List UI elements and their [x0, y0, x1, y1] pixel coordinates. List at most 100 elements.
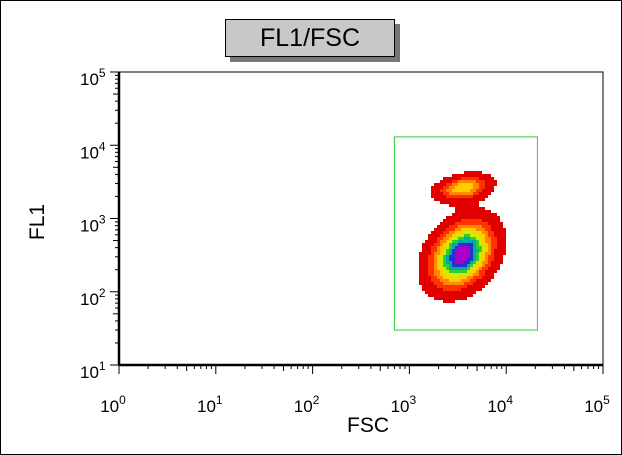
density-cell	[434, 228, 437, 231]
density-cell	[470, 258, 473, 261]
density-cell	[458, 255, 461, 258]
density-cell	[497, 267, 500, 270]
density-cell	[476, 285, 479, 288]
density-cell	[464, 228, 467, 231]
density-cell	[437, 279, 440, 282]
density-cell	[491, 267, 494, 270]
density-cell	[452, 204, 455, 207]
density-cell	[440, 246, 443, 249]
density-cell	[461, 198, 464, 201]
density-cell	[455, 189, 458, 192]
density-cell	[467, 171, 470, 174]
density-cell	[497, 261, 500, 264]
density-cell	[470, 231, 473, 234]
density-cell	[443, 249, 446, 252]
density-cell	[449, 180, 452, 183]
density-cell	[473, 171, 476, 174]
density-cell	[461, 252, 464, 255]
density-cell	[440, 201, 443, 204]
density-cell	[455, 261, 458, 264]
density-cell	[431, 195, 434, 198]
density-cell	[491, 252, 494, 255]
density-cell	[452, 189, 455, 192]
density-cell	[437, 183, 440, 186]
density-cell	[479, 252, 482, 255]
density-cell	[485, 279, 488, 282]
density-cell	[422, 264, 425, 267]
density-cell	[470, 186, 473, 189]
density-cell	[503, 228, 506, 231]
density-cell	[491, 225, 494, 228]
density-cell	[494, 231, 497, 234]
density-cell	[497, 216, 500, 219]
density-cell	[473, 270, 476, 273]
density-cell	[479, 255, 482, 258]
density-cell	[491, 240, 494, 243]
density-cell	[485, 180, 488, 183]
density-cell	[434, 291, 437, 294]
density-cell	[476, 219, 479, 222]
density-cell	[467, 234, 470, 237]
density-cell	[467, 282, 470, 285]
density-cell	[467, 231, 470, 234]
density-cell	[482, 198, 485, 201]
density-cell	[458, 183, 461, 186]
density-cell	[443, 231, 446, 234]
density-cell	[485, 213, 488, 216]
density-cell	[494, 261, 497, 264]
density-cell	[470, 234, 473, 237]
density-cell	[434, 183, 437, 186]
density-cell	[485, 219, 488, 222]
density-cell	[476, 270, 479, 273]
density-cell	[458, 279, 461, 282]
density-cell	[476, 174, 479, 177]
density-cell	[503, 252, 506, 255]
density-cell	[497, 237, 500, 240]
density-cell	[464, 294, 467, 297]
density-cell	[440, 288, 443, 291]
density-cell	[452, 192, 455, 195]
density-cell	[473, 192, 476, 195]
density-cell	[479, 210, 482, 213]
density-cell	[428, 234, 431, 237]
density-cell	[482, 276, 485, 279]
density-cell	[488, 261, 491, 264]
density-cell	[500, 237, 503, 240]
density-cell	[449, 249, 452, 252]
density-cell	[491, 183, 494, 186]
density-cell	[446, 216, 449, 219]
density-cell	[425, 270, 428, 273]
density-cell	[449, 231, 452, 234]
density-cell	[446, 288, 449, 291]
density-cell	[464, 258, 467, 261]
density-cell	[431, 192, 434, 195]
density-cell	[461, 282, 464, 285]
density-cell	[488, 183, 491, 186]
density-cell	[422, 258, 425, 261]
density-cell	[470, 294, 473, 297]
density-cell	[452, 273, 455, 276]
density-cell	[467, 228, 470, 231]
density-cell	[494, 243, 497, 246]
density-cell	[485, 267, 488, 270]
density-cell	[485, 261, 488, 264]
density-cell	[449, 282, 452, 285]
density-cell	[458, 207, 461, 210]
density-cell	[455, 204, 458, 207]
density-cell	[446, 186, 449, 189]
density-cell	[419, 270, 422, 273]
density-cell	[461, 225, 464, 228]
density-cell	[437, 234, 440, 237]
density-cell	[431, 276, 434, 279]
density-cell	[425, 240, 428, 243]
density-cell	[422, 282, 425, 285]
density-cell	[479, 213, 482, 216]
density-cell	[467, 288, 470, 291]
density-cell	[449, 291, 452, 294]
density-cell	[422, 285, 425, 288]
density-cell	[470, 225, 473, 228]
density-cell	[476, 255, 479, 258]
density-cell	[458, 177, 461, 180]
